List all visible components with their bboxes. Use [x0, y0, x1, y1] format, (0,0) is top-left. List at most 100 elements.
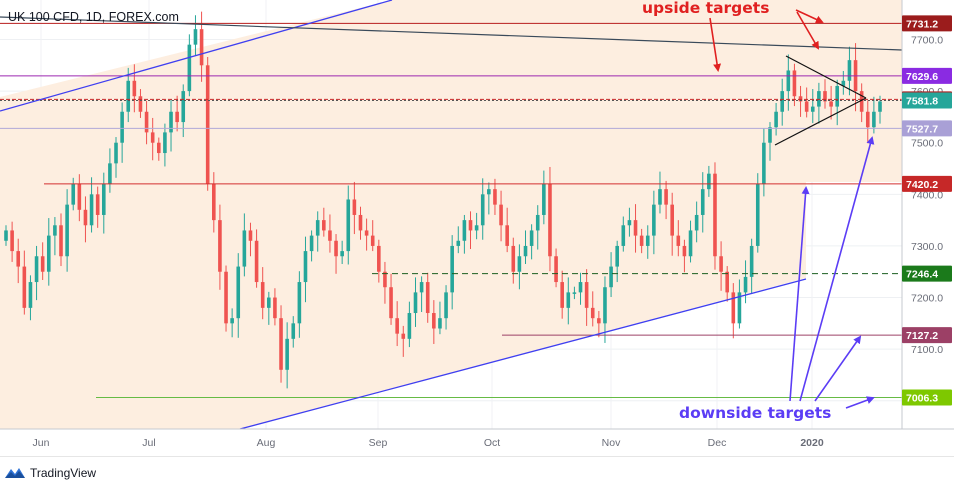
target-arrow: [799, 136, 875, 402]
candle-body: [645, 235, 650, 246]
candle-body: [138, 96, 143, 112]
candle-body: [707, 173, 711, 190]
candle-body: [425, 282, 430, 314]
candle-body: [829, 101, 833, 107]
candle-body: [493, 189, 497, 205]
candle-body: [768, 127, 772, 143]
candle-body: [468, 220, 473, 231]
candle-body: [248, 230, 253, 241]
candle-body: [4, 230, 8, 241]
candle-body: [847, 60, 852, 81]
time-tick-label: Dec: [708, 437, 727, 449]
candle-body: [554, 256, 558, 283]
candle-body: [658, 189, 662, 205]
candle-body: [438, 318, 442, 329]
candle-body: [609, 266, 613, 288]
tradingview-label: TradingView: [30, 466, 97, 480]
tradingview-logo-icon: [5, 468, 25, 478]
candle-body: [639, 235, 644, 246]
candle-body: [505, 225, 509, 246]
price-level-tag: [902, 175, 952, 192]
candle-body: [780, 91, 785, 112]
candle-body: [346, 199, 351, 252]
candle-body: [291, 323, 296, 339]
price-level-tag: [902, 92, 952, 109]
price-tick-label: 7100.0: [911, 344, 943, 356]
candle-body: [694, 214, 699, 231]
candle-body: [120, 111, 124, 143]
candle-body: [260, 282, 265, 308]
candle-body: [389, 287, 393, 319]
candle-body: [615, 245, 619, 267]
price-level-tag-text: 7527.7: [906, 123, 938, 135]
target-arrow: [709, 17, 722, 72]
candle-body: [383, 271, 387, 288]
candle-body: [743, 276, 748, 293]
candle-body: [652, 204, 656, 236]
candle-body: [633, 220, 638, 236]
candle-body: [315, 220, 320, 236]
price-level-tag: [902, 265, 952, 282]
trendlines: [0, 0, 903, 430]
candle-body: [193, 29, 198, 45]
candle-body: [444, 292, 448, 319]
candle-body: [419, 282, 424, 293]
candle-body: [487, 189, 491, 195]
candle-body: [71, 184, 76, 205]
time-tick-label: Nov: [602, 437, 621, 449]
target-arrow: [814, 335, 862, 402]
candle-body: [603, 287, 607, 324]
price-level-tag: [902, 120, 952, 137]
price-level-tag-text: 7006.3: [906, 393, 938, 405]
price-level-tag-text: 7731.2: [906, 18, 938, 30]
candle-body: [309, 235, 314, 252]
candle-body: [578, 282, 583, 293]
candle-body: [358, 214, 363, 231]
downside-targets-label: downside targets: [679, 404, 831, 422]
candle-body: [432, 313, 436, 329]
candle-body: [798, 96, 803, 102]
candle-body: [627, 220, 632, 226]
time-axis[interactable]: Jun Jul Aug Sep Oct Nov Dec 2020: [0, 428, 954, 449]
candle-body: [328, 230, 332, 241]
candle-body: [823, 91, 827, 102]
price-level-tag: [902, 67, 952, 84]
candle-body: [340, 251, 344, 257]
tradingview-brand[interactable]: TradingView: [4, 466, 96, 480]
price-axis-bg: [902, 0, 954, 429]
candle-body: [218, 220, 222, 272]
candle-body: [804, 101, 809, 112]
target-arrow: [789, 186, 810, 402]
candle-body: [236, 266, 241, 319]
price-tick-label: 7400.0: [911, 189, 943, 201]
price-chart[interactable]: 7700.07600.07500.07400.07300.07200.07100…: [0, 0, 954, 456]
price-tick-label: 7700.0: [911, 35, 943, 47]
candle-body: [156, 142, 161, 154]
candle-body: [517, 256, 522, 272]
trendline: [239, 278, 807, 430]
candle-body: [352, 199, 357, 215]
candle-body: [749, 245, 754, 277]
candle-body: [370, 235, 375, 246]
candle-body: [224, 271, 228, 324]
candle-body: [535, 214, 540, 231]
candlestick-series: [4, 11, 882, 389]
candle-body: [548, 184, 552, 257]
price-axis[interactable]: 7700.07600.07500.07400.07300.07200.07100…: [901, 0, 954, 429]
target-arrow: [796, 11, 820, 50]
candle-body: [132, 80, 137, 97]
candle-body: [108, 163, 112, 185]
time-tick-label: Jul: [142, 437, 155, 449]
candle-body: [77, 184, 82, 210]
price-level-tag: [902, 15, 952, 32]
candle-body: [53, 225, 57, 236]
candle-body: [273, 297, 277, 319]
price-level-tag: [902, 327, 952, 344]
candle-body: [878, 101, 882, 112]
candle-body: [584, 282, 589, 308]
candle-body: [670, 204, 674, 236]
candle-body: [181, 91, 186, 123]
candle-body: [682, 245, 687, 257]
candle-body: [285, 338, 289, 370]
candle-body: [187, 44, 192, 92]
